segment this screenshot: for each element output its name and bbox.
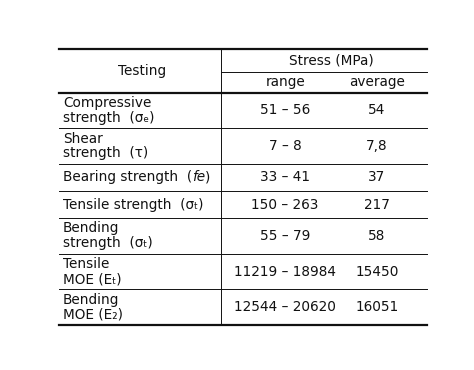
Text: 51 – 56: 51 – 56	[260, 103, 310, 117]
Text: 15450: 15450	[356, 265, 399, 279]
Text: Bearing strength  (: Bearing strength (	[63, 171, 192, 184]
Text: MOE (E₂): MOE (E₂)	[63, 308, 123, 322]
Text: Bearing strength  (: Bearing strength (	[63, 171, 192, 184]
Text: 217: 217	[364, 198, 390, 212]
Text: strength  (σₜ): strength (σₜ)	[63, 236, 153, 250]
Text: 7,8: 7,8	[366, 139, 388, 153]
Text: fe: fe	[192, 171, 205, 184]
Text: MOE (Eₜ): MOE (Eₜ)	[63, 272, 121, 286]
Text: ): )	[205, 171, 210, 184]
Text: Stress (MPa): Stress (MPa)	[289, 53, 374, 67]
Text: 58: 58	[368, 229, 386, 243]
Text: 54: 54	[368, 103, 386, 117]
Text: Testing: Testing	[118, 64, 166, 78]
Text: Compressive: Compressive	[63, 96, 151, 110]
Text: Shear: Shear	[63, 131, 103, 145]
Text: Bending: Bending	[63, 222, 119, 235]
Text: 33 – 41: 33 – 41	[260, 171, 310, 184]
Text: average: average	[349, 75, 405, 89]
Text: 37: 37	[368, 171, 386, 184]
Text: range: range	[265, 75, 305, 89]
Text: 55 – 79: 55 – 79	[260, 229, 310, 243]
Text: Tensile: Tensile	[63, 257, 109, 271]
Text: 11219 – 18984: 11219 – 18984	[234, 265, 336, 279]
Text: 12544 – 20620: 12544 – 20620	[234, 300, 336, 314]
Text: 150 – 263: 150 – 263	[252, 198, 319, 212]
Text: strength  (σₑ): strength (σₑ)	[63, 111, 155, 125]
Text: 16051: 16051	[356, 300, 399, 314]
Text: strength  (τ): strength (τ)	[63, 147, 148, 161]
Text: 7 – 8: 7 – 8	[269, 139, 301, 153]
Text: fe: fe	[192, 171, 205, 184]
Text: Tensile strength  (σₜ): Tensile strength (σₜ)	[63, 198, 203, 212]
Text: Bending: Bending	[63, 293, 119, 307]
